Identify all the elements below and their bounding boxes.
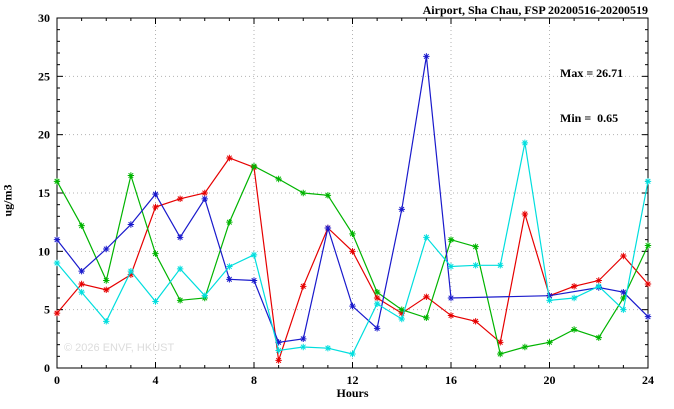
svg-text:24: 24 <box>642 373 654 387</box>
watermark: © 2026 ENVF, HKUST <box>64 342 175 354</box>
svg-text:16: 16 <box>445 373 457 387</box>
svg-text:5: 5 <box>44 303 50 317</box>
svg-text:10: 10 <box>38 244 50 258</box>
stats-max-label: Max = 26.71 <box>560 66 624 80</box>
svg-text:0: 0 <box>44 361 50 375</box>
svg-text:8: 8 <box>251 373 257 387</box>
svg-text:20: 20 <box>38 128 50 142</box>
svg-text:20: 20 <box>544 373 556 387</box>
svg-text:0: 0 <box>54 373 60 387</box>
stats-min-label: Min = 0.65 <box>560 111 619 125</box>
chart-title: Airport, Sha Chau, FSP 20200516-20200519 <box>422 3 648 17</box>
svg-text:4: 4 <box>153 373 159 387</box>
svg-text:12: 12 <box>347 373 359 387</box>
y-axis-label: ug/m3 <box>0 184 15 217</box>
svg-text:30: 30 <box>38 11 50 25</box>
svg-text:15: 15 <box>38 186 50 200</box>
stats-annotation: Max = 26.71 Min = 0.65 <box>560 36 623 156</box>
svg-text:25: 25 <box>38 69 50 83</box>
x-axis-label: Hours <box>336 386 369 400</box>
